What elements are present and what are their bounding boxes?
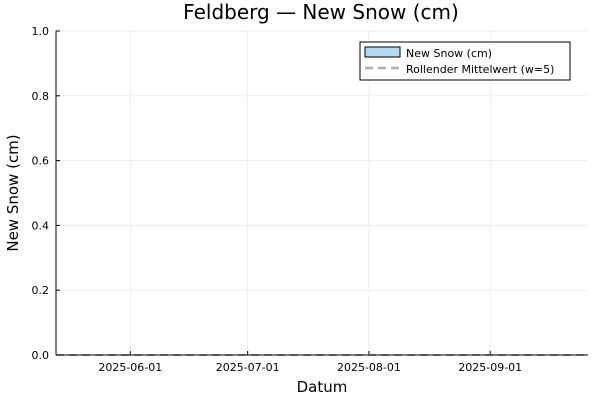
legend-box (359, 41, 571, 81)
legend-label-rolling-mean: Rollender Mittelwert (w=5) (406, 63, 554, 76)
x-tick-label: 2025-08-01 (337, 361, 401, 374)
y-tick-label: 0.2 (32, 284, 50, 297)
legend-label-new-snow: New Snow (cm) (406, 47, 492, 60)
legend: New Snow (cm) Rollender Mittelwert (w=5) (359, 41, 571, 81)
x-tick-label: 2025-06-01 (98, 361, 162, 374)
y-tick-label: 0.0 (32, 349, 50, 362)
y-tick-label: 0.6 (32, 155, 50, 168)
y-tick-label: 0.8 (32, 90, 50, 103)
chart-title: Feldberg — New Snow (cm) (183, 0, 459, 24)
x-tick-label: 2025-07-01 (216, 361, 280, 374)
legend-swatch-new-snow (364, 46, 401, 58)
grid (56, 30, 588, 356)
x-tick-label: 2025-09-01 (458, 361, 522, 374)
ticks: 0.0 0.2 0.4 0.6 0.8 1.0 2025-06-01 2025-07-01 20… (32, 25, 523, 374)
y-tick-label: 1.0 (32, 25, 50, 38)
y-axis-label: New Snow (cm) (4, 134, 22, 251)
y-tick-label: 0.4 (32, 219, 50, 232)
x-axis-label: Datum (297, 378, 348, 396)
